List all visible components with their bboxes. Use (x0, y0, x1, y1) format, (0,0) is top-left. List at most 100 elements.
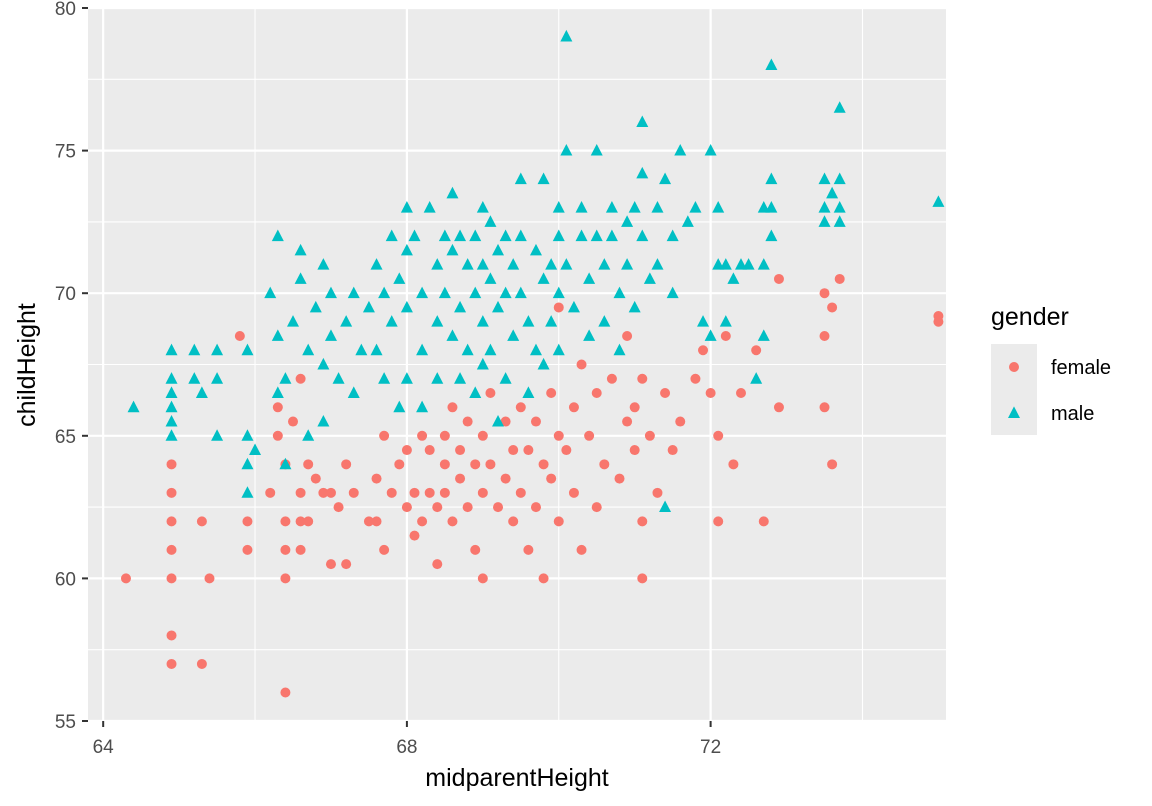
data-point-male (302, 343, 315, 356)
data-point-male (575, 229, 588, 242)
data-point-male (833, 215, 846, 227)
data-point-female (773, 402, 784, 413)
y-tick-label: 65 (55, 427, 76, 448)
data-point-female (629, 402, 640, 413)
data-point-female (341, 459, 352, 470)
data-point-female (120, 573, 131, 584)
data-point-male (590, 229, 603, 242)
legend-label-male: male (1051, 403, 1094, 425)
data-point-female (500, 416, 511, 427)
data-point-female (447, 402, 458, 413)
data-point-female (439, 487, 450, 498)
data-point-male (416, 286, 429, 299)
data-point-male (423, 201, 436, 213)
data-point-female (242, 516, 253, 527)
data-point-male (719, 315, 732, 327)
y-tick-label: 60 (55, 569, 76, 590)
data-point-female (280, 516, 291, 527)
data-point-male (697, 315, 710, 327)
data-point-female (477, 573, 488, 584)
data-point-female (728, 459, 739, 470)
y-axis-title: childHeight (13, 303, 41, 427)
data-point-male (393, 400, 406, 413)
data-point-female (265, 487, 276, 498)
data-point-female (166, 487, 177, 498)
data-point-female (508, 516, 519, 527)
data-point-female (758, 516, 769, 527)
data-point-female (417, 516, 428, 527)
data-point-female (455, 445, 466, 456)
legend-label-female: female (1051, 357, 1111, 379)
data-point-male (636, 166, 649, 179)
y-tick-label: 55 (55, 712, 76, 733)
data-point-male (317, 414, 330, 427)
data-point-male (651, 258, 664, 270)
data-point-male (469, 286, 482, 299)
data-point-female (166, 630, 177, 641)
data-point-male (628, 300, 641, 313)
data-point-female (447, 516, 458, 527)
data-point-male (302, 429, 315, 441)
data-point-male (484, 272, 497, 284)
data-point-female (417, 430, 428, 441)
data-point-male (514, 286, 527, 299)
legend-keys (1008, 362, 1020, 418)
data-point-male (492, 414, 505, 427)
data-point-male (818, 172, 831, 185)
data-point-female (295, 487, 306, 498)
data-point-female (295, 544, 306, 555)
data-point-female (622, 330, 633, 341)
data-point-male (271, 329, 284, 341)
y-tick-label: 75 (55, 142, 76, 163)
data-point-female (394, 459, 405, 470)
data-point-female (196, 516, 207, 527)
data-point-male (385, 229, 398, 242)
legend-key-male-triangle (1008, 406, 1020, 418)
data-point-male (499, 229, 512, 242)
data-point-male (294, 243, 307, 256)
data-point-male (734, 258, 747, 270)
data-point-female (371, 516, 382, 527)
data-point-male (636, 115, 649, 128)
data-point-female (546, 473, 557, 484)
data-point-female (713, 430, 724, 441)
data-point-female (576, 544, 587, 555)
data-point-female (667, 445, 678, 456)
data-point-male (765, 201, 778, 213)
data-point-male (264, 286, 277, 299)
data-point-female (614, 473, 625, 484)
data-point-male (400, 372, 413, 384)
data-point-female (568, 487, 579, 498)
data-point-male (484, 215, 497, 227)
data-point-male (545, 258, 558, 270)
legend: gender female male (991, 303, 1111, 435)
data-point-female (325, 559, 336, 570)
data-point-female (439, 430, 450, 441)
data-point-female (462, 416, 473, 427)
data-point-male (165, 343, 178, 356)
data-point-female (432, 559, 443, 570)
data-point-male (476, 315, 489, 327)
data-point-female (341, 559, 352, 570)
data-point-male (431, 315, 444, 327)
data-point-female (553, 302, 564, 313)
data-point-male (757, 258, 770, 270)
data-point-female (705, 388, 716, 399)
data-point-male (651, 201, 664, 213)
data-point-female (819, 330, 830, 341)
data-point-female (698, 345, 709, 356)
data-point-male (681, 215, 694, 227)
data-point-male (317, 258, 330, 270)
data-point-female (530, 502, 541, 513)
data-point-male (514, 172, 527, 185)
data-point-female (295, 373, 306, 384)
data-point-female (660, 388, 671, 399)
data-point-male (598, 315, 611, 327)
data-point-male (537, 357, 550, 370)
data-point-male (469, 386, 482, 398)
data-point-male (742, 258, 755, 270)
data-point-female (553, 516, 564, 527)
data-point-male (605, 229, 618, 242)
data-point-male (757, 329, 770, 341)
